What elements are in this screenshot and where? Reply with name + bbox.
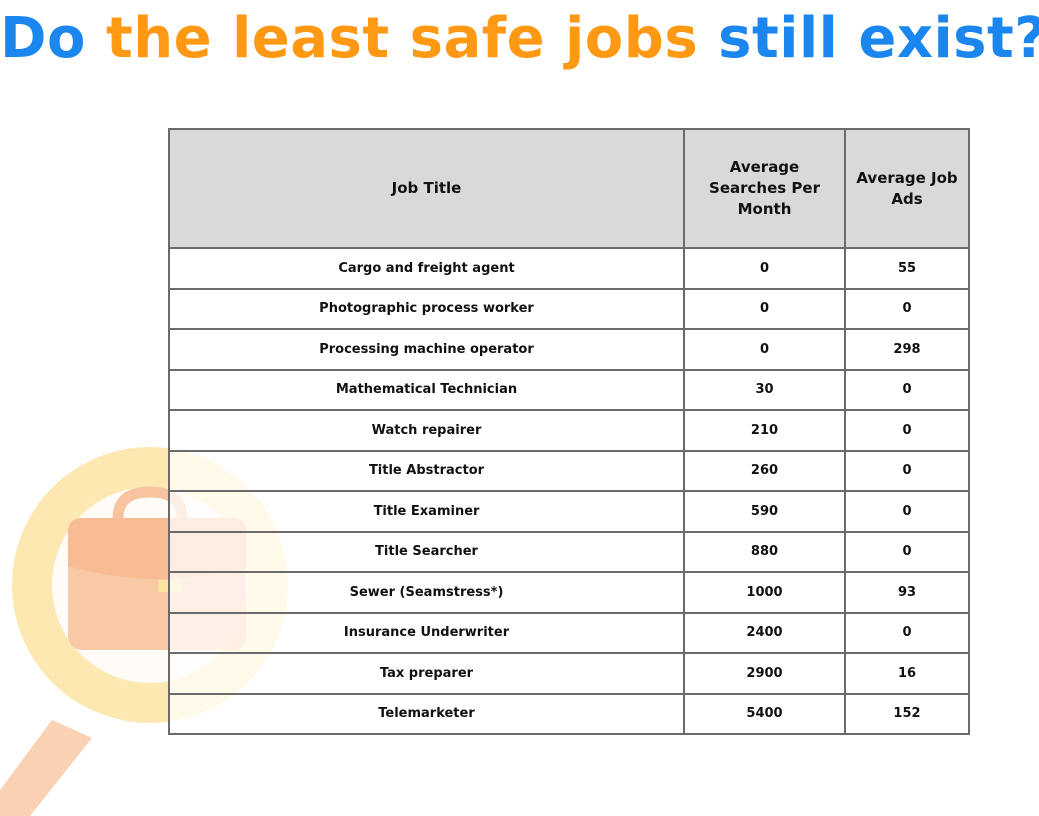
searches-cell: 0 [683, 247, 846, 290]
searches-cell: 880 [683, 530, 846, 573]
job-ads-cell: 0 [844, 368, 970, 411]
column-header-job-ads: Average Job Ads [844, 128, 970, 249]
job-ads-cell: 152 [844, 692, 970, 735]
searches-cell: 0 [683, 328, 846, 371]
table-row: Mathematical Technician 30 0 [168, 368, 970, 411]
table-row: Telemarketer 5400 152 [168, 692, 970, 735]
job-title-cell: Tax preparer [168, 652, 685, 695]
searches-cell: 210 [683, 409, 846, 452]
table-row: Processing machine operator 0 298 [168, 328, 970, 371]
table-row: Tax preparer 2900 16 [168, 652, 970, 695]
jobs-table: Job Title Average Searches Per Month Ave… [168, 128, 970, 735]
job-ads-cell: 0 [844, 530, 970, 573]
job-ads-cell: 0 [844, 287, 970, 330]
job-ads-cell: 16 [844, 652, 970, 695]
title-part-1: Do [0, 6, 106, 71]
job-title-cell: Telemarketer [168, 692, 685, 735]
table-row: Title Abstractor 260 0 [168, 449, 970, 492]
title-part-3: still exist? [698, 6, 1039, 71]
job-ads-cell: 0 [844, 449, 970, 492]
job-title-cell: Processing machine operator [168, 328, 685, 371]
searches-cell: 30 [683, 368, 846, 411]
job-ads-cell: 93 [844, 571, 970, 614]
searches-cell: 2900 [683, 652, 846, 695]
job-ads-cell: 298 [844, 328, 970, 371]
table-row: Title Searcher 880 0 [168, 530, 970, 573]
job-title-cell: Sewer (Seamstress*) [168, 571, 685, 614]
table-row: Insurance Underwriter 2400 0 [168, 611, 970, 654]
searches-cell: 1000 [683, 571, 846, 614]
searches-cell: 5400 [683, 692, 846, 735]
job-ads-cell: 55 [844, 247, 970, 290]
table-header-row: Job Title Average Searches Per Month Ave… [168, 128, 970, 249]
job-title-cell: Cargo and freight agent [168, 247, 685, 290]
job-title-cell: Title Examiner [168, 490, 685, 533]
table-row: Photographic process worker 0 0 [168, 287, 970, 330]
table-row: Title Examiner 590 0 [168, 490, 970, 533]
page-title: Do the least safe jobs still exist? [0, 6, 1039, 71]
job-title-cell: Title Searcher [168, 530, 685, 573]
table-row: Cargo and freight agent 0 55 [168, 247, 970, 290]
job-ads-cell: 0 [844, 490, 970, 533]
searches-cell: 260 [683, 449, 846, 492]
column-header-job-title: Job Title [168, 128, 685, 249]
searches-cell: 2400 [683, 611, 846, 654]
column-header-searches: Average Searches Per Month [683, 128, 846, 249]
title-part-2: the least safe jobs [105, 6, 699, 71]
job-ads-cell: 0 [844, 409, 970, 452]
job-ads-cell: 0 [844, 611, 970, 654]
job-title-cell: Mathematical Technician [168, 368, 685, 411]
job-title-cell: Title Abstractor [168, 449, 685, 492]
job-title-cell: Photographic process worker [168, 287, 685, 330]
searches-cell: 590 [683, 490, 846, 533]
job-title-cell: Watch repairer [168, 409, 685, 452]
table-row: Sewer (Seamstress*) 1000 93 [168, 571, 970, 614]
searches-cell: 0 [683, 287, 846, 330]
job-title-cell: Insurance Underwriter [168, 611, 685, 654]
table-row: Watch repairer 210 0 [168, 409, 970, 452]
table-body: Cargo and freight agent 0 55 Photographic p… [168, 247, 970, 735]
